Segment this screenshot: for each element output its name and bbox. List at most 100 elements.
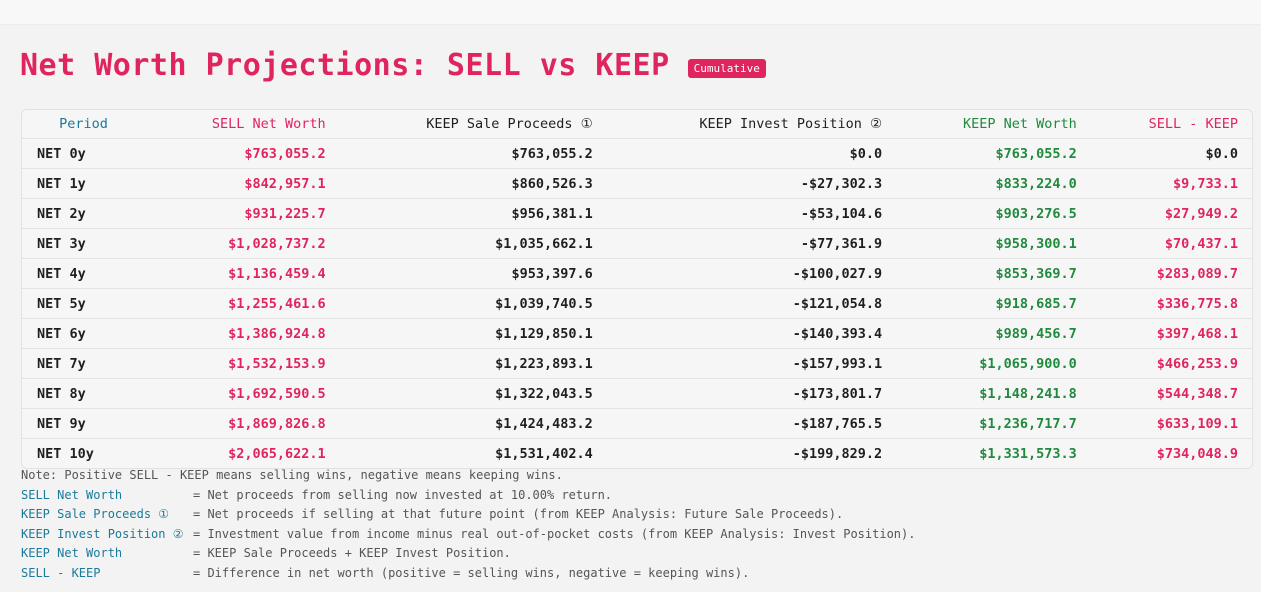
top-bar [0, 0, 1261, 25]
cell-keep-sale-proceeds: $953,397.6 [339, 258, 607, 289]
cell-sell-minus-keep: $466,253.9 [1090, 348, 1252, 379]
cell-keep-invest-position: -$140,393.4 [606, 318, 897, 349]
notes-section: Note: Positive SELL - KEEP means selling… [21, 466, 915, 584]
cell-sell-minus-keep: $9,733.1 [1090, 168, 1252, 199]
header-keep-invest-position: KEEP Invest Position ② [699, 116, 883, 132]
cell-period: NET 7y [22, 348, 145, 379]
cell-keep-invest-position: -$53,104.6 [606, 198, 897, 229]
note-term: KEEP Net Worth [21, 546, 123, 561]
cell-period: NET 10y [22, 438, 145, 468]
cell-keep-sale-proceeds: $860,526.3 [339, 168, 607, 199]
cell-sell-minus-keep: $336,775.8 [1090, 288, 1252, 319]
title-row: Net Worth Projections: SELL vs KEEP Cumu… [20, 48, 766, 83]
cell-sell-net-worth: $1,028,737.2 [145, 228, 340, 259]
table-row: NET 6y $1,386,924.8 $1,129,850.1 -$140,393.… [22, 318, 1252, 349]
cell-keep-net-worth: $763,055.2 [896, 138, 1091, 169]
cell-sell-net-worth: $1,532,153.9 [145, 348, 340, 379]
cell-period: NET 5y [22, 288, 145, 319]
cell-sell-minus-keep: $397,468.1 [1090, 318, 1252, 349]
note-term: SELL Net Worth [21, 487, 123, 502]
table-row: NET 4y $1,136,459.4 $953,397.6 -$100,027.9 $… [22, 258, 1252, 289]
cell-period: NET 8y [22, 378, 145, 409]
table-row: NET 9y $1,869,826.8 $1,424,483.2 -$187,765.… [22, 408, 1252, 439]
note-definition: = KEEP Sale Proceeds + KEEP Invest Posit… [193, 546, 511, 561]
header-sell-net-worth: SELL Net Worth [211, 116, 326, 132]
cell-keep-net-worth: $903,276.5 [896, 198, 1091, 229]
note-item: KEEP Net Worth = KEEP Sale Proceeds + KEE… [21, 544, 915, 564]
cell-period: NET 0y [22, 138, 145, 169]
projections-table: Period SELL Net Worth KEEP Sale Proceeds… [21, 109, 1253, 469]
cell-keep-net-worth: $918,685.7 [896, 288, 1091, 319]
note-definition: = Net proceeds from selling now invested… [193, 487, 613, 502]
table-row: NET 3y $1,028,737.2 $1,035,662.1 -$77,361.9… [22, 228, 1252, 259]
cell-keep-net-worth: $833,224.0 [896, 168, 1091, 199]
table-row: NET 0y $763,055.2 $763,055.2 $0.0 $763,055.2… [22, 138, 1252, 169]
page-title: Net Worth Projections: SELL vs KEEP [20, 48, 670, 83]
cell-period: NET 1y [22, 168, 145, 199]
note-term: KEEP Sale Proceeds ① [21, 507, 170, 522]
cell-sell-minus-keep: $633,109.1 [1090, 408, 1252, 439]
cell-sell-net-worth: $842,957.1 [145, 168, 340, 199]
cell-keep-sale-proceeds: $956,381.1 [339, 198, 607, 229]
cell-keep-invest-position: $0.0 [606, 138, 897, 169]
note-main: Note: Positive SELL - KEEP means selling… [21, 468, 563, 482]
cell-period: NET 4y [22, 258, 145, 289]
cell-keep-invest-position: -$77,361.9 [606, 228, 897, 259]
cell-keep-invest-position: -$100,027.9 [606, 258, 897, 289]
header-keep-sale-proceeds: KEEP Sale Proceeds ① [426, 116, 593, 132]
table-row: NET 5y $1,255,461.6 $1,039,740.5 -$121,054.… [22, 288, 1252, 319]
cell-keep-invest-position: -$157,993.1 [606, 348, 897, 379]
cell-sell-net-worth: $763,055.2 [145, 138, 340, 169]
cell-keep-sale-proceeds: $1,322,043.5 [339, 378, 607, 409]
cell-keep-sale-proceeds: $1,531,402.4 [339, 438, 607, 468]
cell-keep-invest-position: -$27,302.3 [606, 168, 897, 199]
cell-keep-invest-position: -$121,054.8 [606, 288, 897, 319]
cell-sell-minus-keep: $0.0 [1090, 138, 1252, 169]
cell-period: NET 9y [22, 408, 145, 439]
cell-period: NET 3y [22, 228, 145, 259]
cell-keep-sale-proceeds: $1,424,483.2 [339, 408, 607, 439]
cell-keep-invest-position: -$187,765.5 [606, 408, 897, 439]
cell-keep-sale-proceeds: $1,039,740.5 [339, 288, 607, 319]
cell-sell-net-worth: $1,136,459.4 [145, 258, 340, 289]
cell-keep-sale-proceeds: $1,035,662.1 [339, 228, 607, 259]
note-item: SELL Net Worth = Net proceeds from sellin… [21, 486, 915, 506]
cell-keep-net-worth: $853,369.7 [896, 258, 1091, 289]
cell-sell-minus-keep: $27,949.2 [1090, 198, 1252, 229]
note-item: SELL - KEEP = Difference in net worth (po… [21, 564, 915, 584]
cell-sell-minus-keep: $544,348.7 [1090, 378, 1252, 409]
cell-sell-minus-keep: $283,089.7 [1090, 258, 1252, 289]
table-header-row: Period SELL Net Worth KEEP Sale Proceeds… [22, 110, 1252, 139]
cell-sell-net-worth: $1,692,590.5 [145, 378, 340, 409]
cell-keep-invest-position: -$173,801.7 [606, 378, 897, 409]
note-term: SELL - KEEP [21, 565, 101, 580]
note-item: KEEP Invest Position ② = Investment value… [21, 525, 915, 545]
cell-sell-net-worth: $1,869,826.8 [145, 408, 340, 439]
cell-keep-net-worth: $1,331,573.3 [896, 438, 1091, 468]
cell-period: NET 2y [22, 198, 145, 229]
cell-keep-net-worth: $958,300.1 [896, 228, 1091, 259]
cell-keep-invest-position: -$199,829.2 [606, 438, 897, 468]
cell-sell-net-worth: $2,065,622.1 [145, 438, 340, 468]
table-row: NET 8y $1,692,590.5 $1,322,043.5 -$173,801.… [22, 378, 1252, 409]
cell-keep-sale-proceeds: $1,129,850.1 [339, 318, 607, 349]
cell-sell-net-worth: $931,225.7 [145, 198, 340, 229]
table-row: NET 2y $931,225.7 $956,381.1 -$53,104.6 $903… [22, 198, 1252, 229]
header-period: Period [59, 116, 108, 132]
header-keep-net-worth: KEEP Net Worth [962, 116, 1077, 132]
table-row: NET 1y $842,957.1 $860,526.3 -$27,302.3 $833… [22, 168, 1252, 199]
note-item: KEEP Sale Proceeds ① = Net proceeds if se… [21, 505, 915, 525]
cell-sell-net-worth: $1,386,924.8 [145, 318, 340, 349]
cell-keep-sale-proceeds: $763,055.2 [339, 138, 607, 169]
note-term: KEEP Invest Position ② [21, 526, 184, 541]
cell-period: NET 6y [22, 318, 145, 349]
table-row: NET 10y $2,065,622.1 $1,531,402.4 -$199,829… [22, 438, 1252, 468]
note-definition: = Difference in net worth (positive = se… [193, 565, 750, 580]
cell-sell-minus-keep: $70,437.1 [1090, 228, 1252, 259]
note-definition: = Net proceeds if selling at that future… [193, 507, 844, 522]
table-row: NET 7y $1,532,153.9 $1,223,893.1 -$157,993.… [22, 348, 1252, 379]
cell-keep-net-worth: $1,148,241.8 [896, 378, 1091, 409]
cell-keep-net-worth: $1,065,900.0 [896, 348, 1091, 379]
header-sell-minus-keep: SELL - KEEP [1148, 116, 1238, 132]
cell-sell-minus-keep: $734,048.9 [1090, 438, 1252, 468]
